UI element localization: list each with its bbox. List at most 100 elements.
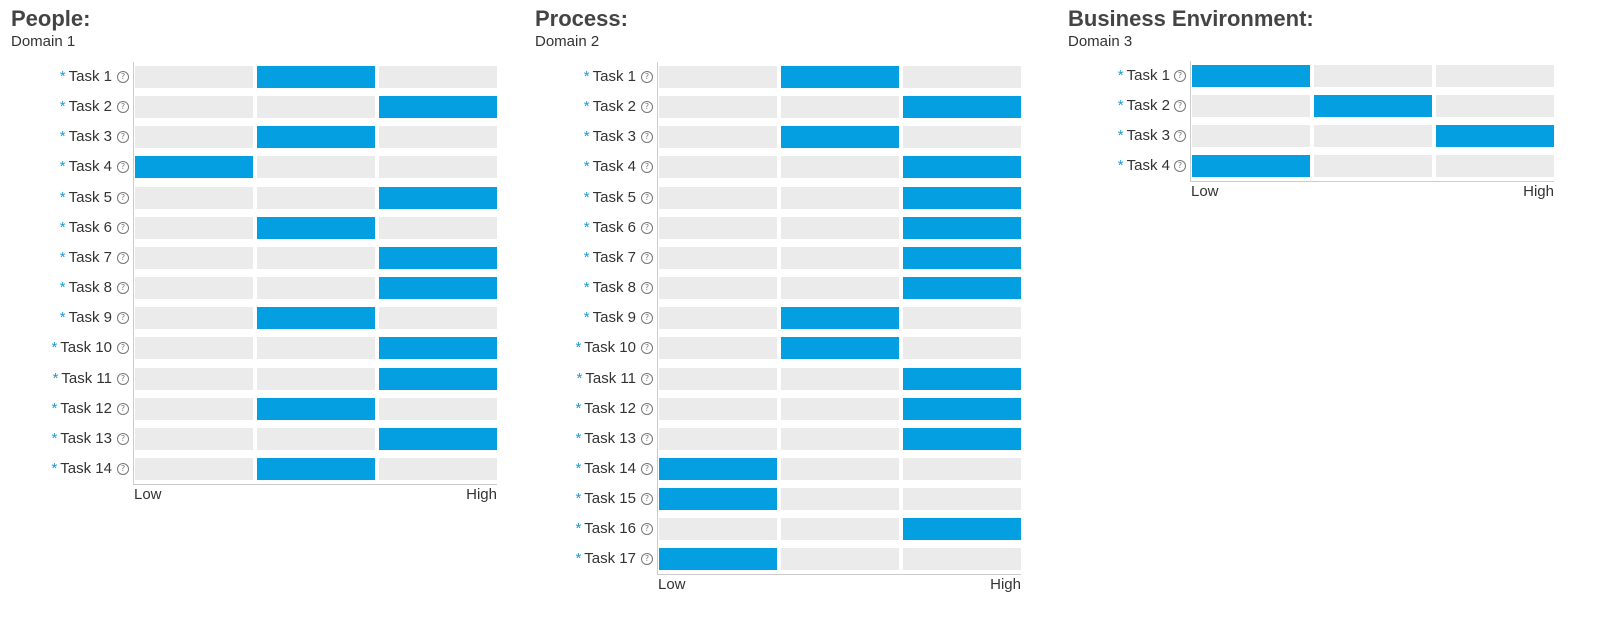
rating-bar-selected[interactable] <box>379 96 497 119</box>
help-icon[interactable]: ? <box>117 221 129 234</box>
rating-cell[interactable] <box>379 126 497 149</box>
rating-cell[interactable] <box>781 397 899 420</box>
rating-bar-selected[interactable] <box>257 397 375 420</box>
rating-cell[interactable] <box>1436 155 1554 178</box>
rating-cell[interactable] <box>659 156 777 179</box>
rating-bar-selected[interactable] <box>903 246 1021 269</box>
rating-cell[interactable] <box>903 548 1021 571</box>
rating-cell[interactable] <box>781 488 899 511</box>
rating-bar-selected[interactable] <box>379 277 497 300</box>
rating-bar-selected[interactable] <box>903 96 1021 119</box>
rating-cell[interactable] <box>135 397 253 420</box>
help-icon[interactable]: ? <box>641 131 653 144</box>
help-icon[interactable]: ? <box>117 282 129 295</box>
rating-cell[interactable] <box>659 427 777 450</box>
help-icon[interactable]: ? <box>641 71 653 83</box>
help-icon[interactable]: ? <box>117 191 129 204</box>
help-icon[interactable]: ? <box>641 191 653 204</box>
rating-cell[interactable] <box>781 367 899 390</box>
help-icon[interactable]: ? <box>117 251 129 264</box>
rating-bar-selected[interactable] <box>257 457 375 480</box>
help-icon[interactable]: ? <box>641 523 653 536</box>
rating-cell[interactable] <box>135 427 253 450</box>
rating-bar-selected[interactable] <box>903 186 1021 209</box>
help-icon[interactable]: ? <box>641 251 653 264</box>
rating-cell[interactable] <box>1314 125 1432 148</box>
rating-cell[interactable] <box>781 277 899 300</box>
rating-bar-selected[interactable] <box>1192 65 1310 87</box>
rating-cell[interactable] <box>135 126 253 149</box>
rating-bar-selected[interactable] <box>257 126 375 149</box>
rating-bar-selected[interactable] <box>1192 155 1310 178</box>
help-icon[interactable]: ? <box>117 131 129 144</box>
rating-cell[interactable] <box>135 246 253 269</box>
help-icon[interactable]: ? <box>641 221 653 234</box>
rating-cell[interactable] <box>903 307 1021 330</box>
rating-bar-selected[interactable] <box>659 488 777 511</box>
rating-cell[interactable] <box>659 277 777 300</box>
help-icon[interactable]: ? <box>117 71 129 83</box>
help-icon[interactable]: ? <box>117 432 129 445</box>
rating-bar-selected[interactable] <box>903 216 1021 239</box>
rating-bar-selected[interactable] <box>903 427 1021 450</box>
rating-cell[interactable] <box>659 186 777 209</box>
rating-bar-selected[interactable] <box>379 246 497 269</box>
rating-cell[interactable] <box>659 96 777 119</box>
help-icon[interactable]: ? <box>117 402 129 415</box>
rating-cell[interactable] <box>135 277 253 300</box>
rating-cell[interactable] <box>135 186 253 209</box>
rating-cell[interactable] <box>1314 155 1432 178</box>
rating-cell[interactable] <box>781 427 899 450</box>
rating-cell[interactable] <box>781 156 899 179</box>
rating-cell[interactable] <box>781 186 899 209</box>
rating-cell[interactable] <box>379 397 497 420</box>
rating-cell[interactable] <box>903 126 1021 149</box>
rating-cell[interactable] <box>659 518 777 541</box>
rating-cell[interactable] <box>257 246 375 269</box>
rating-cell[interactable] <box>135 96 253 119</box>
rating-cell[interactable] <box>781 246 899 269</box>
help-icon[interactable]: ? <box>641 493 653 506</box>
help-icon[interactable]: ? <box>117 161 129 174</box>
rating-cell[interactable] <box>659 246 777 269</box>
rating-cell[interactable] <box>903 337 1021 360</box>
rating-bar-selected[interactable] <box>257 307 375 330</box>
rating-cell[interactable] <box>379 216 497 239</box>
rating-cell[interactable] <box>257 337 375 360</box>
rating-cell[interactable] <box>257 277 375 300</box>
rating-bar-selected[interactable] <box>659 457 777 480</box>
help-icon[interactable]: ? <box>1174 130 1186 143</box>
rating-cell[interactable] <box>257 96 375 119</box>
rating-cell[interactable] <box>659 337 777 360</box>
help-icon[interactable]: ? <box>117 342 129 355</box>
rating-bar-selected[interactable] <box>1436 125 1554 148</box>
rating-bar-selected[interactable] <box>903 277 1021 300</box>
rating-cell[interactable] <box>1192 95 1310 118</box>
rating-cell[interactable] <box>257 156 375 179</box>
help-icon[interactable]: ? <box>641 402 653 415</box>
rating-cell[interactable] <box>659 126 777 149</box>
help-icon[interactable]: ? <box>641 553 653 566</box>
help-icon[interactable]: ? <box>641 372 653 385</box>
help-icon[interactable]: ? <box>641 161 653 174</box>
rating-cell[interactable] <box>659 66 777 88</box>
help-icon[interactable]: ? <box>641 101 653 114</box>
rating-cell[interactable] <box>659 397 777 420</box>
help-icon[interactable]: ? <box>641 282 653 295</box>
rating-cell[interactable] <box>781 216 899 239</box>
help-icon[interactable]: ? <box>117 462 129 475</box>
help-icon[interactable]: ? <box>1174 100 1186 113</box>
rating-cell[interactable] <box>781 518 899 541</box>
rating-bar-selected[interactable] <box>781 66 899 88</box>
rating-cell[interactable] <box>659 307 777 330</box>
rating-cell[interactable] <box>135 367 253 390</box>
rating-cell[interactable] <box>135 307 253 330</box>
rating-cell[interactable] <box>659 216 777 239</box>
help-icon[interactable]: ? <box>1174 70 1186 82</box>
rating-cell[interactable] <box>781 548 899 571</box>
rating-cell[interactable] <box>257 367 375 390</box>
rating-cell[interactable] <box>379 307 497 330</box>
rating-bar-selected[interactable] <box>379 427 497 450</box>
rating-bar-selected[interactable] <box>903 367 1021 390</box>
help-icon[interactable]: ? <box>117 372 129 385</box>
